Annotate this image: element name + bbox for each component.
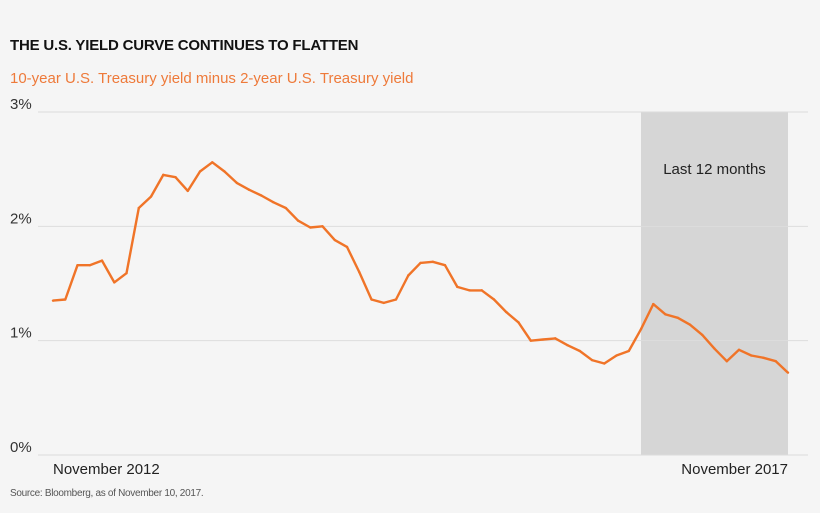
data-point: [394, 298, 398, 301]
y-tick-label: 0%: [10, 439, 32, 456]
data-point: [750, 354, 753, 357]
data-point: [701, 333, 704, 337]
data-point: [296, 219, 300, 222]
data-point: [480, 289, 483, 292]
data-point: [51, 299, 55, 302]
data-point: [247, 188, 251, 191]
data-point: [554, 337, 557, 340]
data-point: [333, 238, 336, 242]
data-point: [652, 302, 655, 306]
data-point: [186, 189, 189, 193]
data-point: [382, 301, 385, 305]
data-point: [284, 206, 287, 210]
data-point: [639, 328, 643, 331]
data-point: [370, 298, 373, 301]
data-point: [578, 349, 581, 353]
data-point: [590, 358, 594, 362]
source-note: Source: Bloomberg, as of November 10, 20…: [10, 488, 204, 499]
data-point: [64, 298, 67, 301]
data-point: [149, 195, 153, 198]
data-point: [492, 298, 496, 301]
data-point: [688, 323, 692, 326]
data-point: [713, 347, 716, 350]
y-tick-label: 1%: [10, 325, 32, 342]
data-point: [137, 206, 140, 210]
data-point: [235, 181, 238, 185]
data-point: [786, 371, 790, 374]
data-point: [345, 245, 349, 249]
data-point: [100, 259, 104, 262]
data-point: [125, 272, 128, 275]
data-point: [223, 170, 226, 173]
y-tick-label: 2%: [10, 210, 32, 227]
data-point: [774, 360, 777, 363]
data-point: [419, 261, 422, 265]
highlight-label: Last 12 months: [663, 161, 766, 178]
data-point: [162, 173, 165, 177]
data-point: [443, 264, 447, 267]
data-point: [211, 161, 214, 164]
data-point: [407, 274, 410, 277]
data-point: [272, 201, 275, 204]
data-point: [762, 356, 765, 360]
data-point: [505, 310, 508, 314]
data-point: [615, 354, 618, 357]
data-point: [174, 175, 177, 179]
data-point: [260, 194, 263, 197]
chart-title: THE U.S. YIELD CURVE CONTINUES TO FLATTE…: [10, 37, 359, 54]
data-point: [664, 313, 667, 316]
data-point: [468, 289, 471, 292]
data-point: [627, 349, 630, 353]
x-tick-label-end: November 2017: [681, 461, 788, 478]
data-point: [529, 339, 532, 342]
data-point: [456, 285, 459, 289]
data-point: [198, 170, 202, 173]
data-point: [517, 321, 520, 324]
data-point: [88, 264, 91, 267]
y-tick-label: 3%: [10, 96, 32, 113]
data-point: [76, 264, 79, 267]
data-point: [431, 260, 434, 263]
data-point: [358, 270, 361, 274]
data-point: [676, 316, 679, 319]
last-12-months-shading: [641, 112, 788, 455]
data-point: [113, 281, 116, 284]
data-point: [603, 362, 606, 365]
data-point: [309, 226, 312, 229]
data-point: [725, 360, 728, 363]
data-point: [737, 348, 741, 352]
data-point: [321, 225, 324, 228]
data-point: [566, 344, 569, 347]
data-point: [541, 338, 545, 341]
x-tick-label-start: November 2012: [53, 461, 160, 478]
chart-subtitle: 10-year U.S. Treasury yield minus 2-year…: [10, 70, 414, 87]
